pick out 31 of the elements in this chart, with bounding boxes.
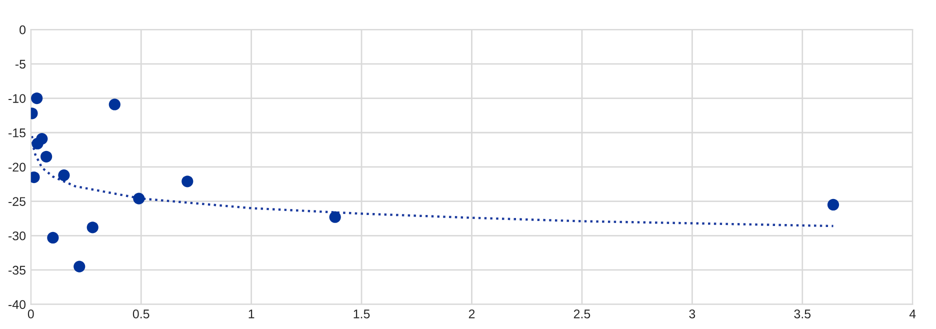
y-tick-label: 0	[20, 25, 26, 34]
point	[74, 260, 86, 272]
point	[329, 211, 341, 223]
point	[58, 169, 70, 182]
line-series	[30, 134, 834, 228]
x-tick-label: 0	[28, 310, 34, 318]
point	[108, 98, 120, 110]
y-tick-label: -15	[8, 128, 26, 138]
x-tick-label: 1	[248, 310, 254, 318]
x-tick-label: 2	[468, 310, 475, 318]
point	[827, 198, 840, 211]
x-tick-label: 3	[689, 310, 696, 318]
x-tick-label: 0.5	[132, 310, 150, 318]
point	[182, 176, 194, 188]
point	[31, 92, 43, 104]
point	[133, 192, 145, 204]
y-tick-label: -40	[8, 300, 26, 309]
x-tick-label: 4	[909, 310, 916, 318]
point	[36, 133, 48, 145]
y-tick-label: -25	[8, 197, 26, 206]
y-tick-label: -20	[8, 162, 26, 172]
y-tick-label: -10	[8, 94, 26, 103]
point	[40, 150, 52, 162]
point	[86, 222, 98, 234]
x-tick-label: 1.5	[354, 310, 370, 318]
y-tick-label: -5	[15, 60, 26, 69]
y-tick-label: -30	[8, 231, 26, 240]
x-tick-label: 2.5	[574, 310, 590, 318]
point	[47, 232, 59, 244]
y-tick-label: -35	[8, 266, 26, 275]
x-tick-label: 3.5	[794, 310, 811, 318]
